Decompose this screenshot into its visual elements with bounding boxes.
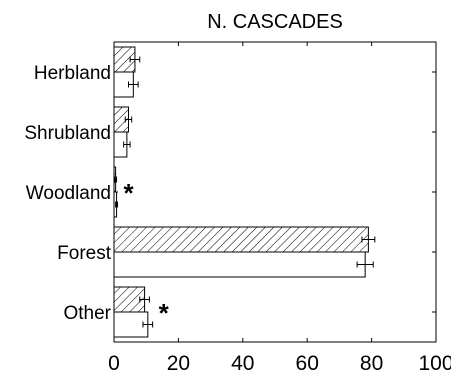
bar-other-open — [113, 311, 149, 338]
y-tick-label-woodland: Woodland — [26, 183, 111, 204]
x-tick-label-100: 100 — [418, 352, 451, 375]
y-tick-label-herbland: Herbland — [34, 63, 111, 84]
error-bar-other-hatched — [139, 296, 150, 303]
x-tick-label-40: 40 — [231, 352, 254, 375]
x-tick-label-0: 0 — [108, 352, 120, 375]
error-bar-herbland-open — [127, 81, 139, 88]
y-tick-label-other: Other — [63, 303, 111, 324]
y-tick-label-shrubland: Shrubland — [24, 123, 111, 144]
error-bar-woodland-hatched — [114, 176, 118, 183]
bars-layer — [113, 46, 376, 338]
error-bar-other-open — [142, 321, 154, 328]
x-tick-label-60: 60 — [296, 352, 319, 375]
ticks-layer — [113, 42, 437, 342]
x-tick-label-80: 80 — [360, 352, 383, 375]
error-bar-herbland-hatched — [129, 56, 141, 63]
x-tick-label-20: 20 — [167, 352, 190, 375]
error-bar-forest-open — [356, 261, 374, 268]
annotation-woodland: * — [124, 178, 135, 208]
annotation-other: * — [159, 298, 170, 328]
error-bar-woodland-open — [115, 201, 119, 208]
bar-forest-hatched — [113, 226, 369, 253]
labels-layer: Herbland Shrubland Woodland Forest Other 0 20 4… — [24, 63, 451, 375]
bar-forest-open — [113, 251, 366, 278]
error-bar-forest-hatched — [361, 236, 376, 243]
error-bar-shrubland-hatched — [124, 116, 133, 123]
error-bar-shrubland-open — [123, 141, 131, 148]
plot-frame — [113, 41, 437, 343]
chart-title: N. CASCADES — [207, 11, 343, 33]
y-tick-label-forest: Forest — [57, 243, 112, 264]
